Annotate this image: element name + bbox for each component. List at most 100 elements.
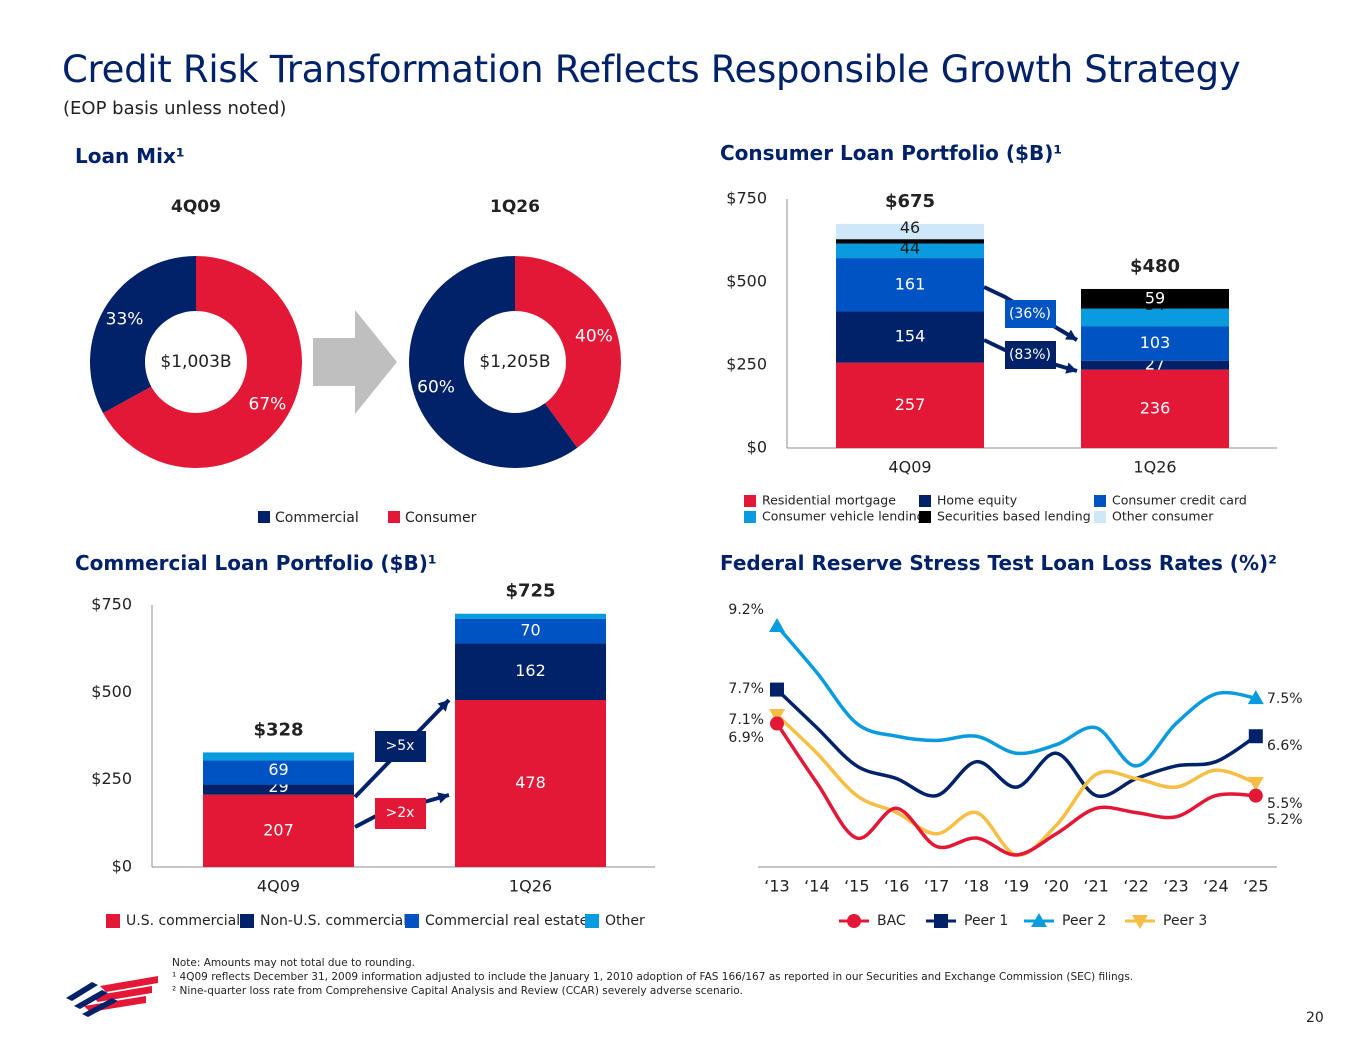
page-subtitle: (EOP basis unless noted) — [63, 98, 287, 119]
bar-total-label: $328 — [253, 719, 303, 740]
legend-marker-peer-3 — [1132, 915, 1148, 929]
y-tick-label: $500 — [91, 682, 132, 701]
end-value-label: 5.2% — [1267, 812, 1303, 828]
legend-label: Peer 3 — [1163, 913, 1207, 929]
start-value-label: 7.7% — [728, 681, 764, 697]
commercial-portfolio-title: Commercial Loan Portfolio ($B)¹ — [75, 551, 437, 575]
bar-segment-residential-mortgage — [836, 362, 984, 448]
donut-slice-label: 60% — [417, 378, 455, 398]
x-tick-label: 4Q09 — [257, 877, 300, 896]
bar-total-label: $725 — [505, 581, 555, 602]
end-value-label: 5.5% — [1267, 796, 1303, 812]
donut-period-label: 4Q09 — [171, 197, 221, 217]
bar-segment-other — [203, 752, 354, 761]
bar-segment-consumer-vehicle-lending — [1081, 308, 1229, 327]
bar-segment-consumer-vehicle-lending — [836, 243, 984, 259]
bar-segment-other — [455, 613, 606, 619]
stress-test-chart: ‘13 ‘14 ‘15 ‘16 ‘17 ‘18 ‘19 ‘20 ‘21 ‘22 ‘23 ‘24 ‘25 6… — [728, 602, 1303, 929]
page-number: 20 — [1306, 1010, 1324, 1026]
x-tick-label: ‘18 — [964, 877, 989, 896]
y-tick-label: $750 — [91, 595, 132, 614]
start-marker-bac — [770, 716, 784, 731]
bar-value-label: 59 — [1145, 288, 1165, 307]
non-us-growth-arrow-arrowhead-icon — [437, 700, 449, 712]
bank-flag-logo-icon — [66, 976, 158, 1017]
x-tick-label: 1Q26 — [1133, 458, 1176, 477]
bar-segment-home-equity — [1081, 360, 1229, 370]
bar-segment-securities-based-lending — [836, 239, 984, 244]
bar-segment-home-equity — [836, 311, 984, 363]
x-tick-label: ‘21 — [1083, 877, 1108, 896]
bar-value-label: 103 — [1140, 333, 1171, 352]
legend-label: Consumer credit card — [1112, 493, 1247, 508]
donut-center-label: $1,003B — [160, 352, 231, 372]
bar-segment-u-s-commercial — [455, 700, 606, 867]
legend-label: Home equity — [937, 493, 1018, 508]
legend-swatch-consumer-vehicle-lending — [744, 511, 756, 523]
decline-badge-credit-card — [1005, 300, 1056, 328]
bar-value-label: 154 — [895, 327, 926, 346]
end-marker-peer-2 — [1247, 690, 1264, 705]
start-marker-peer-3 — [769, 709, 785, 724]
bar-value-label: 161 — [895, 274, 926, 293]
end-value-label: 6.6% — [1267, 738, 1303, 754]
start-marker-peer-1 — [770, 682, 784, 697]
bar-value-label: 236 — [1140, 398, 1171, 417]
donut-period-label: 1Q26 — [490, 197, 540, 217]
donut-slice-label: 40% — [575, 326, 613, 346]
growth-badge-label: >2x — [386, 805, 415, 821]
x-tick-label: ‘17 — [924, 877, 949, 896]
x-tick-label: ‘13 — [764, 877, 789, 896]
end-marker-bac — [1248, 788, 1263, 803]
start-value-label: 6.9% — [728, 730, 764, 746]
legend-label: Consumer — [405, 510, 477, 526]
legend-swatch-commercial-real-estate — [405, 914, 419, 928]
x-tick-label: ‘24 — [1203, 877, 1228, 896]
bar-segment-non-u-s-commercial — [203, 784, 354, 795]
legend-label: U.S. commercial — [126, 913, 240, 929]
line-bac — [775, 722, 1256, 857]
page-title: Credit Risk Transformation Reflects Resp… — [62, 48, 1241, 91]
x-tick-label: ‘22 — [1123, 877, 1148, 896]
bar-segment-securities-based-lending — [1081, 288, 1229, 309]
x-tick-label: ‘15 — [844, 877, 869, 896]
bar-total-label: $675 — [885, 191, 935, 212]
legend-label: Non-U.S. commercial — [260, 913, 407, 929]
bar-total-label: $480 — [1130, 256, 1180, 277]
legend-swatch-non-u-s-commercial — [240, 914, 254, 928]
legend-marker-peer-2 — [1031, 913, 1047, 927]
y-tick-label: $500 — [726, 272, 767, 291]
donut-slice-consumer — [103, 256, 303, 468]
us-growth-arrow-arrowhead-icon — [437, 792, 449, 804]
bar-value-label: 70 — [520, 621, 540, 640]
bar-segment-u-s-commercial — [203, 794, 354, 867]
loan-mix-chart: 4Q09 67% 33% $1,003B 1Q26 40% 60% $1,205B Commer… — [89, 197, 621, 526]
donut-slice-commercial — [408, 256, 578, 468]
donut-slice-commercial — [89, 256, 196, 414]
decline-badge-label: (36%) — [1009, 306, 1051, 322]
y-tick-label: $0 — [112, 857, 132, 876]
end-marker-peer-3 — [1247, 776, 1264, 791]
growth-badge-non-us — [375, 731, 426, 762]
legend-swatch-securities-based-lending — [919, 511, 931, 523]
home-equity-decline-arrow-arrowhead-icon — [1065, 362, 1077, 374]
bar-segment-consumer-credit-card — [836, 258, 984, 312]
donut-slice-consumer — [515, 256, 621, 448]
credit-card-decline-arrow-arrowhead-icon — [1065, 329, 1077, 340]
y-tick-label: $250 — [726, 355, 767, 374]
bar-segment-residential-mortgage — [1081, 369, 1229, 448]
consumer-portfolio-title: Consumer Loan Portfolio ($B)¹ — [720, 141, 1063, 165]
legend-marker-bac — [847, 914, 861, 928]
loan-mix-title: Loan Mix¹ — [75, 144, 185, 168]
decline-badge-label: (83%) — [1009, 347, 1051, 363]
donut-center-label: $1,205B — [479, 352, 550, 372]
start-value-label: 9.2% — [728, 602, 764, 618]
bar-segment-consumer-credit-card — [1081, 326, 1229, 361]
bar-value-label: 207 — [263, 820, 294, 839]
legend-label: Other — [605, 913, 645, 929]
legend-label: Peer 1 — [964, 913, 1008, 929]
decline-badge-home-equity — [1005, 341, 1056, 369]
x-tick-label: ‘20 — [1044, 877, 1069, 896]
legend-swatch-consumer-credit-card — [1094, 495, 1106, 507]
legend-label: Commercial real estate — [425, 913, 588, 929]
